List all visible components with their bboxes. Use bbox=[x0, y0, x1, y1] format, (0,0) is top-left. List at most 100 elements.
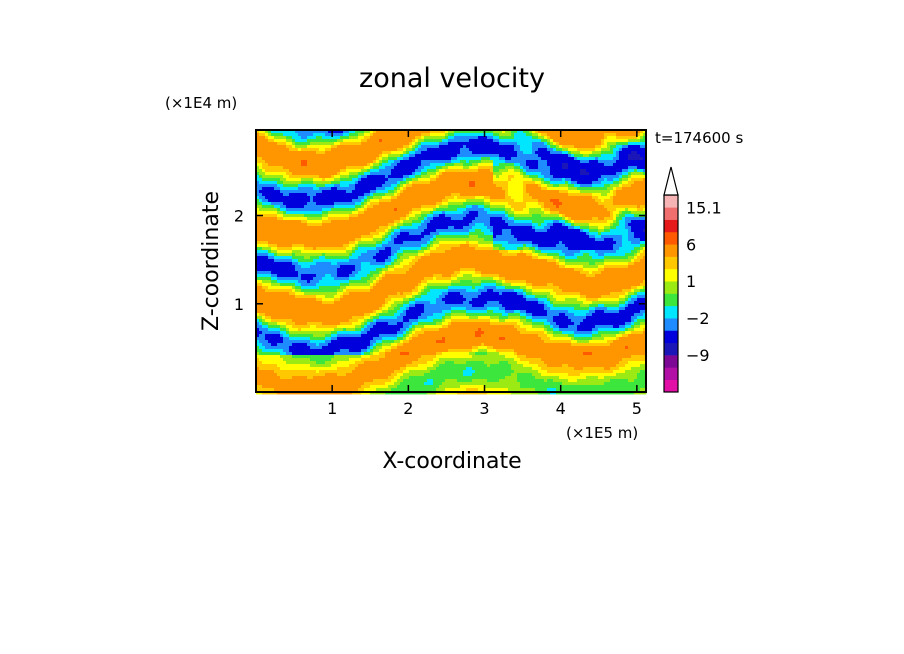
field-cell bbox=[340, 235, 344, 239]
field-cell bbox=[298, 217, 302, 221]
field-cell bbox=[550, 160, 554, 164]
field-cell bbox=[394, 151, 398, 155]
field-cell bbox=[370, 163, 374, 167]
field-cell bbox=[562, 169, 566, 173]
field-cell bbox=[307, 232, 311, 236]
field-cell bbox=[556, 157, 560, 161]
field-cell bbox=[643, 139, 647, 143]
field-cell bbox=[295, 154, 299, 158]
field-cell bbox=[484, 202, 488, 206]
field-cell bbox=[439, 163, 443, 167]
field-cell bbox=[544, 142, 548, 146]
field-cell bbox=[514, 163, 518, 167]
field-cell bbox=[301, 169, 305, 173]
field-cell bbox=[268, 190, 272, 194]
field-cell bbox=[565, 163, 569, 167]
field-cell bbox=[439, 226, 443, 230]
field-cell bbox=[577, 196, 581, 200]
field-cell bbox=[550, 136, 554, 140]
field-cell bbox=[616, 157, 620, 161]
field-cell bbox=[409, 214, 413, 218]
field-cell bbox=[352, 211, 356, 215]
field-cell bbox=[499, 217, 503, 221]
field-cell bbox=[349, 151, 353, 155]
field-cell bbox=[406, 232, 410, 236]
field-cell bbox=[559, 196, 563, 200]
field-cell bbox=[331, 151, 335, 155]
field-cell bbox=[442, 160, 446, 164]
field-cell bbox=[586, 160, 590, 164]
field-cell bbox=[610, 172, 614, 176]
field-cell bbox=[310, 133, 314, 137]
field-cell bbox=[409, 187, 413, 191]
field-cell bbox=[442, 136, 446, 140]
field-cell bbox=[574, 211, 578, 215]
field-cell bbox=[424, 202, 428, 206]
field-cell bbox=[586, 163, 590, 167]
field-cell bbox=[475, 217, 479, 221]
field-cell bbox=[331, 136, 335, 140]
field-cell bbox=[598, 226, 602, 230]
field-cell bbox=[328, 130, 332, 134]
field-cell bbox=[640, 193, 644, 197]
field-cell bbox=[421, 145, 425, 149]
field-cell bbox=[376, 205, 380, 209]
field-cell bbox=[499, 214, 503, 218]
field-cell bbox=[328, 148, 332, 152]
field-cell bbox=[313, 244, 317, 248]
field-cell bbox=[343, 202, 347, 206]
field-cell bbox=[439, 208, 443, 212]
field-cell bbox=[352, 187, 356, 191]
field-cell bbox=[361, 133, 365, 137]
field-cell bbox=[535, 199, 539, 203]
field-cell bbox=[292, 142, 296, 146]
field-cell bbox=[502, 181, 506, 185]
field-cell bbox=[379, 148, 383, 152]
field-cell bbox=[454, 157, 458, 161]
field-cell bbox=[526, 154, 530, 158]
field-cell bbox=[331, 223, 335, 227]
field-cell bbox=[271, 130, 275, 134]
field-cell bbox=[343, 145, 347, 149]
field-cell bbox=[364, 223, 368, 227]
field-cell bbox=[481, 202, 485, 206]
field-cell bbox=[391, 172, 395, 176]
field-cell bbox=[559, 160, 563, 164]
field-cell bbox=[460, 148, 464, 152]
field-cell bbox=[583, 232, 587, 236]
field-cell bbox=[520, 196, 524, 200]
field-cell bbox=[313, 130, 317, 134]
field-cell bbox=[445, 214, 449, 218]
field-cell bbox=[259, 169, 263, 173]
field-cell bbox=[352, 226, 356, 230]
field-cell bbox=[541, 160, 545, 164]
field-cell bbox=[313, 148, 317, 152]
field-cell bbox=[397, 241, 401, 245]
field-cell bbox=[634, 193, 638, 197]
field-cell bbox=[484, 223, 488, 227]
field-cell bbox=[487, 145, 491, 149]
field-cell bbox=[328, 142, 332, 146]
field-cell bbox=[385, 223, 389, 227]
field-cell bbox=[445, 205, 449, 209]
field-cell bbox=[427, 232, 431, 236]
field-cell bbox=[370, 214, 374, 218]
field-cell bbox=[334, 217, 338, 221]
field-cell bbox=[292, 238, 296, 242]
field-cell bbox=[367, 193, 371, 197]
field-cell bbox=[484, 211, 488, 215]
field-cell bbox=[292, 154, 296, 158]
field-cell bbox=[547, 199, 551, 203]
field-cell bbox=[373, 223, 377, 227]
field-cell bbox=[445, 172, 449, 176]
field-cell bbox=[382, 175, 386, 179]
field-cell bbox=[496, 184, 500, 188]
field-cell bbox=[385, 229, 389, 233]
field-cell bbox=[436, 205, 440, 209]
field-cell bbox=[277, 145, 281, 149]
field-cell bbox=[412, 175, 416, 179]
field-cell bbox=[625, 199, 629, 203]
field-cell bbox=[535, 211, 539, 215]
field-cell bbox=[619, 220, 623, 224]
field-cell bbox=[343, 148, 347, 152]
